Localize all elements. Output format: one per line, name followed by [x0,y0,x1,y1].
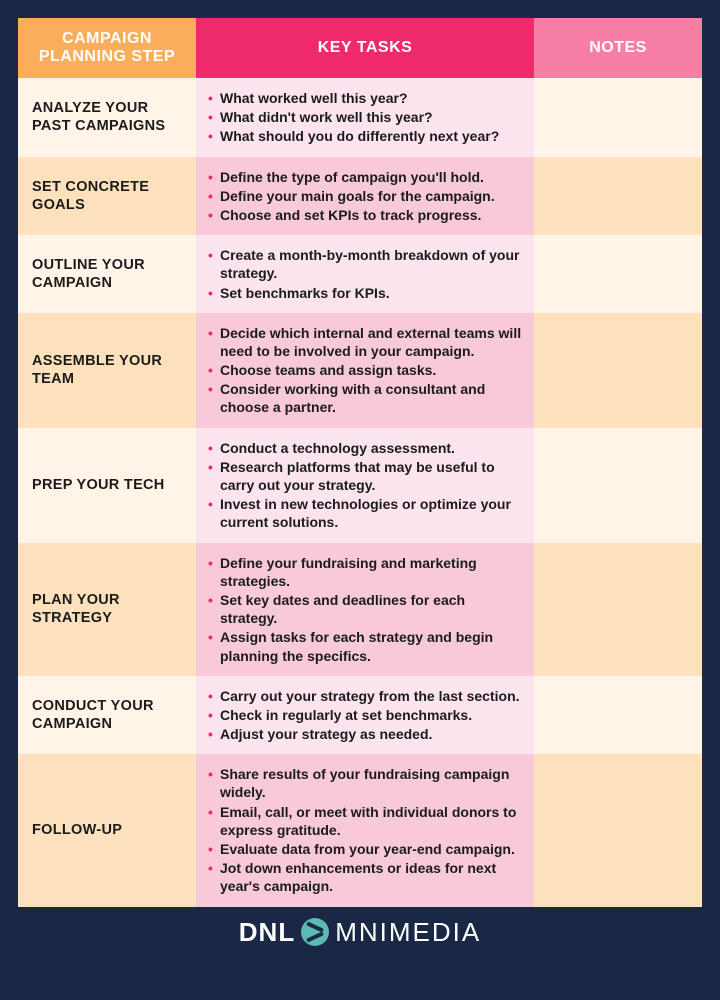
task-item: What should you do differently next year… [206,127,526,145]
step-cell: OUTLINE YOUR CAMPAIGN [18,235,196,313]
tasks-cell: Conduct a technology assessment.Research… [196,428,534,543]
table-row: PREP YOUR TECHConduct a technology asses… [18,428,702,543]
task-item: Assign tasks for each strategy and begin… [206,628,526,664]
tasks-cell: Carry out your strategy from the last se… [196,676,534,755]
tasks-cell: Share results of your fundraising campai… [196,754,534,906]
table-row: OUTLINE YOUR CAMPAIGN Create a month-by-m… [18,235,702,313]
step-cell: FOLLOW-UP [18,754,196,906]
brand-logo-icon [301,918,329,946]
notes-cell [534,157,702,236]
task-item: What worked well this year? [206,89,526,107]
task-item: Research platforms that may be useful to… [206,458,526,494]
task-item: Check in regularly at set benchmarks. [206,706,526,724]
step-cell: ASSEMBLE YOUR TEAM [18,313,196,428]
notes-cell [534,754,702,906]
col-header-step: CAMPAIGN PLANNING STEP [18,18,196,78]
table-row: FOLLOW-UP Share results of your fundraisi… [18,754,702,906]
col-header-tasks: KEY TASKS [196,18,534,78]
table-row: PLAN YOUR STRATEGY Define your fundraisin… [18,543,702,676]
col-header-notes: NOTES [534,18,702,78]
task-item: Define the type of campaign you'll hold. [206,168,526,186]
task-item: Choose teams and assign tasks. [206,361,526,379]
task-item: Set key dates and deadlines for each str… [206,591,526,627]
campaign-table: CAMPAIGN PLANNING STEP KEY TASKS NOTES [18,18,702,78]
table-row: CONDUCT YOUR CAMPAIGN Carry out your stra… [18,676,702,755]
step-cell: CONDUCT YOUR CAMPAIGN [18,676,196,755]
brand-footer: DNL MNIMEDIA [18,907,702,948]
task-item: Jot down enhancements or ideas for next … [206,859,526,895]
notes-cell [534,78,702,157]
notes-cell [534,313,702,428]
task-item: Set benchmarks for KPIs. [206,284,526,302]
task-item: Conduct a technology assessment. [206,439,526,457]
table-row: ANALYZE YOUR PAST CAMPAIGNSWhat worked w… [18,78,702,157]
task-item: Define your fundraising and marketing st… [206,554,526,590]
tasks-cell: Decide which internal and external teams… [196,313,534,428]
task-item: What didn't work well this year? [206,108,526,126]
tasks-cell: Define the type of campaign you'll hold.… [196,157,534,236]
step-cell: PREP YOUR TECH [18,428,196,543]
task-item: Consider working with a consultant and c… [206,380,526,416]
notes-cell [534,235,702,313]
notes-cell [534,543,702,676]
task-item: Adjust your strategy as needed. [206,725,526,743]
table-body: ANALYZE YOUR PAST CAMPAIGNSWhat worked w… [18,78,702,907]
tasks-cell: Create a month-by-month breakdown of you… [196,235,534,313]
brand-left: DNL [239,917,295,948]
table-row: SET CONCRETE GOALSDefine the type of cam… [18,157,702,236]
task-item: Define your main goals for the campaign. [206,187,526,205]
brand-right: MNIMEDIA [335,917,481,948]
task-item: Decide which internal and external teams… [206,324,526,360]
task-item: Create a month-by-month breakdown of you… [206,246,526,282]
step-cell: SET CONCRETE GOALS [18,157,196,236]
table-row: ASSEMBLE YOUR TEAM Decide which internal … [18,313,702,428]
notes-cell [534,676,702,755]
tasks-cell: What worked well this year?What didn't w… [196,78,534,157]
task-item: Email, call, or meet with individual don… [206,803,526,839]
notes-cell [534,428,702,543]
step-cell: ANALYZE YOUR PAST CAMPAIGNS [18,78,196,157]
task-item: Share results of your fundraising campai… [206,765,526,801]
task-item: Choose and set KPIs to track progress. [206,206,526,224]
task-item: Invest in new technologies or optimize y… [206,495,526,531]
step-cell: PLAN YOUR STRATEGY [18,543,196,676]
task-item: Carry out your strategy from the last se… [206,687,526,705]
task-item: Evaluate data from your year-end campaig… [206,840,526,858]
tasks-cell: Define your fundraising and marketing st… [196,543,534,676]
